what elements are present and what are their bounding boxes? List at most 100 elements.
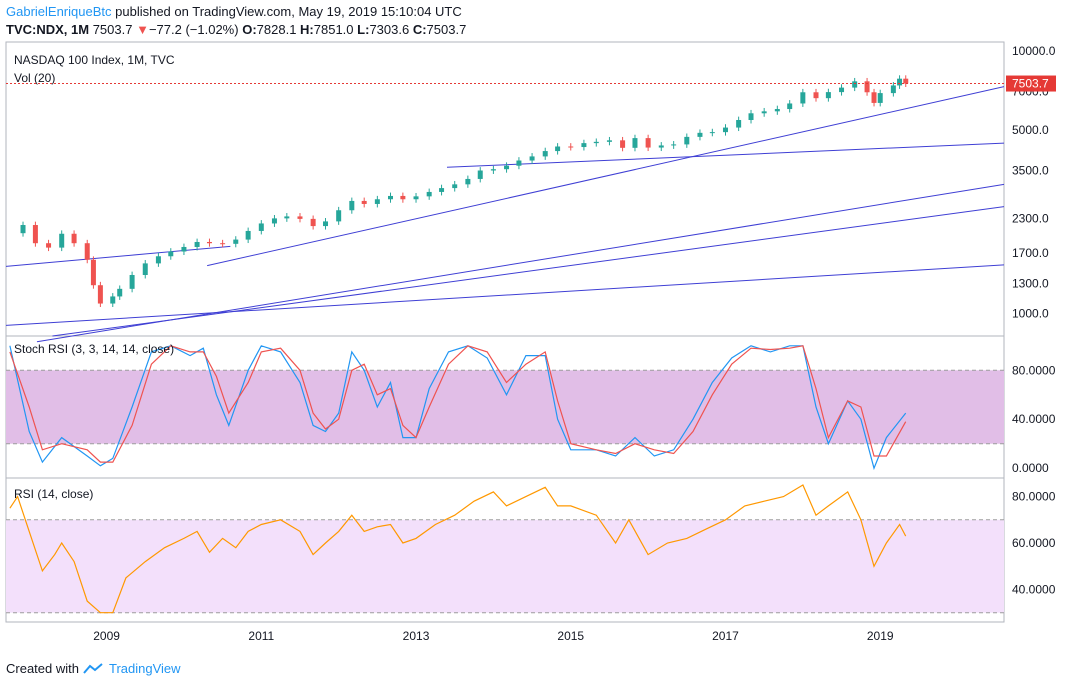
indicator-lines xyxy=(9,345,907,614)
candle-body xyxy=(632,138,638,148)
candle-body xyxy=(542,151,548,157)
candle-body xyxy=(297,216,303,219)
candle-body xyxy=(825,92,831,99)
candle-body xyxy=(684,136,690,145)
candles xyxy=(20,75,909,308)
candle-body xyxy=(59,233,65,248)
rsi-line xyxy=(9,484,907,614)
trend-line[interactable] xyxy=(446,142,1005,168)
x-axis[interactable]: 2009 2011 2013 2015 2017 2019 xyxy=(93,629,894,643)
candle-body xyxy=(400,195,406,200)
candle-body xyxy=(90,259,96,286)
candle-body xyxy=(748,113,754,120)
high-label: H: xyxy=(300,22,314,37)
candle-body xyxy=(439,188,445,192)
candle-body xyxy=(194,241,200,247)
y-tick-label: 80.0000 xyxy=(1012,363,1056,377)
stoch-rsi-label: Stoch RSI (3, 3, 14, 14, close) xyxy=(14,342,174,356)
candle-body xyxy=(477,170,483,179)
candle-body xyxy=(593,141,599,144)
symbol-label: TVC:NDX, 1M xyxy=(6,22,90,37)
trend-lines[interactable] xyxy=(5,86,1005,343)
y-tick-label: 10000.0 xyxy=(1012,44,1056,58)
candle-body xyxy=(787,103,793,110)
candle-body xyxy=(761,111,767,114)
candle-body xyxy=(32,225,38,244)
candle-body xyxy=(800,92,806,104)
candle-body xyxy=(110,296,116,304)
candle-body xyxy=(658,145,664,148)
candle-body xyxy=(606,140,612,142)
x-tick-label: 2011 xyxy=(248,629,274,643)
candle-body xyxy=(20,225,26,234)
last-price-tag xyxy=(1006,75,1056,92)
candle-body xyxy=(864,81,870,93)
main-pane-title: NASDAQ 100 Index, 1M, TVC xyxy=(14,53,175,67)
candle-body xyxy=(581,143,587,148)
candle-body xyxy=(903,78,909,84)
footer-text: Created with xyxy=(6,661,79,676)
candle-body xyxy=(697,132,703,137)
candle-body xyxy=(129,274,135,289)
y-tick-label: 1300.0 xyxy=(1012,276,1049,290)
ohlc-header: TVC:NDX, 1M 7503.7 ▼−77.2 (−1.02%) O:782… xyxy=(6,22,466,37)
candle-body xyxy=(310,218,316,227)
candle-body xyxy=(361,200,367,204)
y-tick-label: 80.0000 xyxy=(1012,490,1056,504)
footer: Created with TradingView xyxy=(6,661,181,676)
candle-body xyxy=(671,144,677,146)
candle-body xyxy=(117,288,123,297)
candle-body xyxy=(709,132,715,134)
candle-body xyxy=(555,146,561,152)
publish-header: GabrielEnriqueBtc published on TradingVi… xyxy=(6,4,462,19)
tradingview-brand[interactable]: TradingView xyxy=(108,661,181,676)
low-value: 7303.6 xyxy=(369,22,410,37)
rsi-band xyxy=(6,519,1004,613)
candle-body xyxy=(284,216,290,219)
volume-indicator-label: Vol (20) xyxy=(14,71,55,85)
trend-line[interactable] xyxy=(207,86,1005,267)
close-label: C: xyxy=(412,22,427,37)
candle-body xyxy=(168,251,174,257)
trend-line[interactable] xyxy=(5,264,1005,326)
author-link[interactable]: GabrielEnriqueBtc xyxy=(6,4,112,19)
candle-body xyxy=(465,178,471,185)
y-tick-label: 3500.0 xyxy=(1012,164,1049,178)
x-tick-label: 2013 xyxy=(403,629,430,643)
candle-body xyxy=(871,92,877,103)
candle-body xyxy=(722,127,728,133)
candle-body xyxy=(890,85,896,94)
candle-body xyxy=(897,78,903,86)
candle-body xyxy=(516,160,522,166)
change-value: −77.2 (−1.02%) xyxy=(148,22,239,37)
stoch-d-line xyxy=(9,345,907,463)
last-price: 7503.7 xyxy=(92,22,133,37)
candle-body xyxy=(490,169,496,171)
trend-line[interactable] xyxy=(52,206,1005,337)
candle-body xyxy=(504,165,510,170)
candle-body xyxy=(374,199,380,204)
candle-body xyxy=(877,93,883,103)
candle-body xyxy=(233,239,239,244)
candle-body xyxy=(529,156,535,161)
trend-line[interactable] xyxy=(36,183,1005,343)
y-axis[interactable]: 1000.01300.01700.02300.03500.05000.07000… xyxy=(1012,44,1056,597)
candle-body xyxy=(206,241,212,244)
candle-body xyxy=(736,119,742,128)
triangle-down-icon: ▼ xyxy=(136,22,149,37)
candle-body xyxy=(349,200,355,211)
x-tick-label: 2015 xyxy=(557,629,584,643)
candle-body xyxy=(774,109,780,112)
tradingview-logo-icon xyxy=(83,662,103,674)
x-tick-label: 2019 xyxy=(867,629,894,643)
trend-line[interactable] xyxy=(5,245,231,267)
candle-body xyxy=(245,230,251,240)
candle-body xyxy=(142,263,148,275)
candle-body xyxy=(413,196,419,200)
candle-body xyxy=(84,243,90,260)
y-tick-label: 40.0000 xyxy=(1012,412,1056,426)
candle-body xyxy=(258,223,264,231)
y-tick-label: 5000.0 xyxy=(1012,123,1049,137)
open-value: 7828.1 xyxy=(256,22,297,37)
